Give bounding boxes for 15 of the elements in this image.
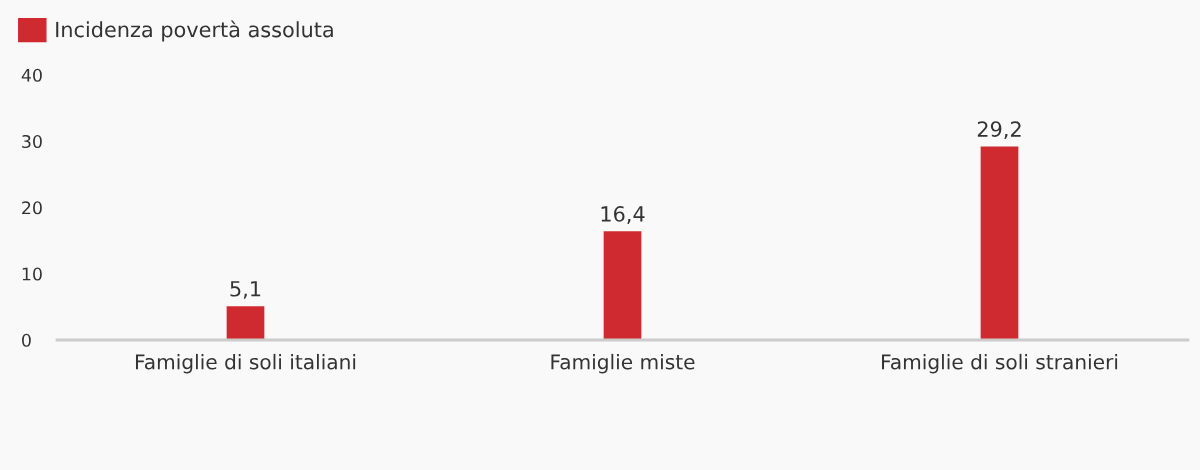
data-label: 29,2 (977, 121, 1021, 140)
data-label: 16,4 (601, 206, 645, 224)
y-tick-label: 20 (22, 201, 42, 215)
x-tick-label: Famiglie miste (551, 353, 695, 374)
data-label: 5,1 (230, 281, 261, 299)
x-tick-label: Famiglie di soli italiani (135, 353, 356, 374)
y-tick-label: 10 (22, 267, 42, 281)
bar (603, 231, 642, 340)
y-tick-label: 0 (22, 333, 31, 347)
y-tick-label: 30 (22, 134, 42, 149)
y-tick-label: 40 (21, 68, 42, 82)
x-tick-label: Famiglie di soli stranieri (882, 353, 1118, 374)
bar (226, 306, 265, 340)
bar (980, 146, 1019, 340)
legend-label: Incidenza povertà assoluta (56, 20, 333, 42)
